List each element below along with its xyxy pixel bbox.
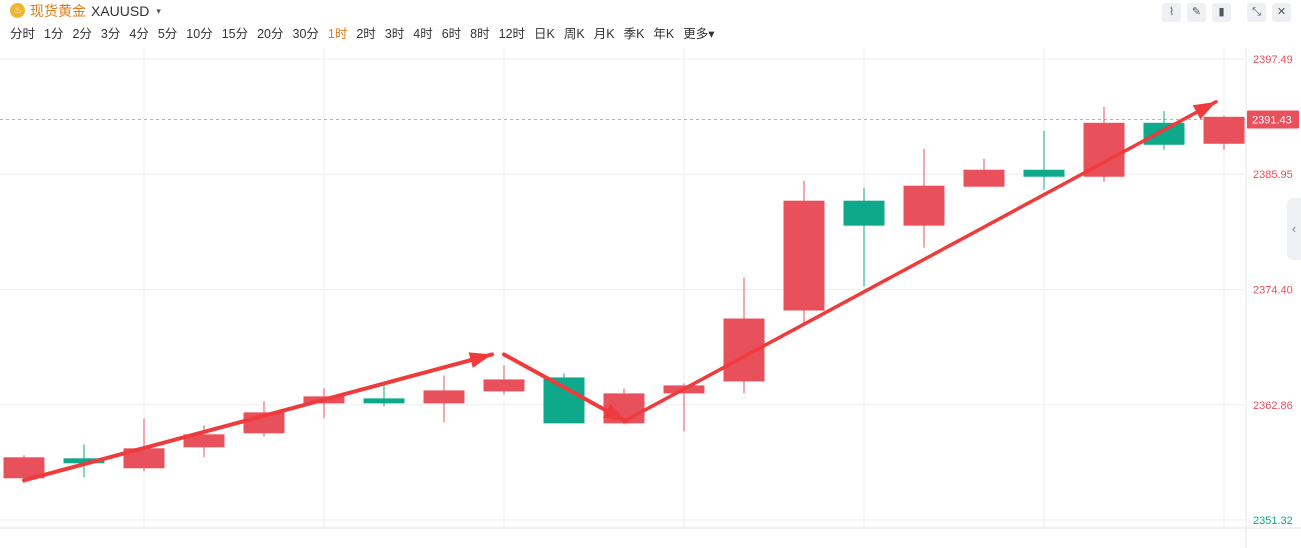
period-tab[interactable]: 年K bbox=[653, 27, 675, 41]
current-price-badge bbox=[1247, 110, 1299, 129]
candle-body bbox=[123, 448, 165, 469]
candle-body bbox=[363, 398, 405, 404]
period-tab[interactable]: 5分 bbox=[157, 27, 178, 41]
period-tab[interactable]: 1分 bbox=[44, 27, 64, 41]
chevron-left-icon: ‹ bbox=[1291, 221, 1297, 236]
arrow-head bbox=[602, 403, 626, 422]
collapse-icon[interactable]: ⤡ bbox=[1247, 3, 1266, 22]
trend-arrow bbox=[622, 100, 1218, 424]
candle-body bbox=[183, 434, 225, 448]
candle-body bbox=[1143, 122, 1185, 145]
y-tick-label: 2374.40 bbox=[1253, 285, 1293, 297]
period-tabs: 分时 1分 2分 3分 4分 5分 10分 15分 20分 30分 1时 2时 3时 4时 6时 8时 12时日… bbox=[10, 24, 724, 44]
chart-toolbar: ⌇ ✎ ▮ ⤡ ✕ bbox=[1162, 3, 1291, 22]
period-tab[interactable]: 30分 bbox=[292, 27, 319, 41]
period-tab[interactable]: 4分 bbox=[129, 27, 149, 41]
current-price-label: 2391.43 bbox=[1252, 115, 1292, 127]
period-tab[interactable]: 2时 bbox=[356, 27, 376, 41]
candle-body bbox=[483, 379, 525, 392]
candle-body bbox=[3, 457, 45, 479]
side-panel-toggle[interactable]: ‹ bbox=[1287, 198, 1301, 260]
candle-body bbox=[423, 390, 465, 404]
period-tab[interactable]: 周K bbox=[563, 27, 585, 41]
chevron-down-icon: ▾ bbox=[156, 5, 161, 16]
candle-body bbox=[963, 169, 1005, 187]
period-tab[interactable]: 4时 bbox=[413, 27, 433, 41]
candle-body bbox=[1203, 116, 1245, 144]
gold-logo-icon: ♨ bbox=[10, 3, 25, 18]
period-tab[interactable]: 月K bbox=[593, 27, 615, 41]
period-tab[interactable]: 3时 bbox=[384, 27, 405, 41]
close-icon[interactable]: ✕ bbox=[1272, 3, 1291, 22]
line-tool-icon[interactable]: ⌇ bbox=[1162, 3, 1181, 22]
period-tab[interactable]: 2分 bbox=[72, 27, 92, 41]
trend-arrow bbox=[502, 352, 628, 424]
instrument-symbol: XAUUSD bbox=[91, 3, 150, 19]
period-tab[interactable]: 季K bbox=[623, 27, 645, 41]
instrument-selector[interactable]: 现货黄金 XAUUSD ▾ bbox=[30, 2, 161, 20]
instrument-name: 现货黄金 bbox=[30, 3, 86, 19]
period-tab[interactable]: 分时 bbox=[10, 27, 36, 41]
chart-header: ♨ 现货黄金 XAUUSD ▾ 分时 1分 2分 3分 4分 5分 10分 15分 20分 30分… bbox=[0, 0, 1301, 48]
candle-body bbox=[63, 458, 105, 464]
arrow-head bbox=[1192, 101, 1216, 120]
period-tab[interactable]: 1时 bbox=[327, 27, 348, 41]
candlestick-tool-icon[interactable]: ▮ bbox=[1212, 3, 1231, 22]
y-tick-label: 2385.95 bbox=[1253, 169, 1293, 181]
candle-body bbox=[543, 377, 585, 424]
period-tab[interactable]: 20分 bbox=[257, 27, 284, 41]
period-tab[interactable]: 6时 bbox=[441, 27, 462, 41]
y-tick-label: 2362.86 bbox=[1253, 400, 1293, 412]
trend-arrow bbox=[22, 352, 494, 483]
candle-body bbox=[783, 200, 825, 311]
period-tab[interactable]: 15分 bbox=[221, 27, 249, 41]
y-tick-label: 2397.49 bbox=[1253, 54, 1293, 66]
candle-body bbox=[1023, 169, 1065, 177]
period-tab[interactable]: 日K bbox=[534, 27, 555, 41]
period-tab[interactable]: 12时 bbox=[498, 27, 526, 41]
candle-body bbox=[843, 200, 885, 226]
period-tab[interactable]: 更多▾ bbox=[683, 27, 715, 41]
arrow-head bbox=[468, 352, 492, 368]
period-tab[interactable]: 8时 bbox=[470, 27, 490, 41]
period-tab[interactable]: 10分 bbox=[186, 27, 213, 41]
candle-body bbox=[903, 185, 945, 226]
pen-tool-icon[interactable]: ✎ bbox=[1187, 3, 1206, 22]
y-tick-label: 2351.32 bbox=[1253, 515, 1293, 527]
period-tab[interactable]: 3分 bbox=[100, 27, 121, 41]
